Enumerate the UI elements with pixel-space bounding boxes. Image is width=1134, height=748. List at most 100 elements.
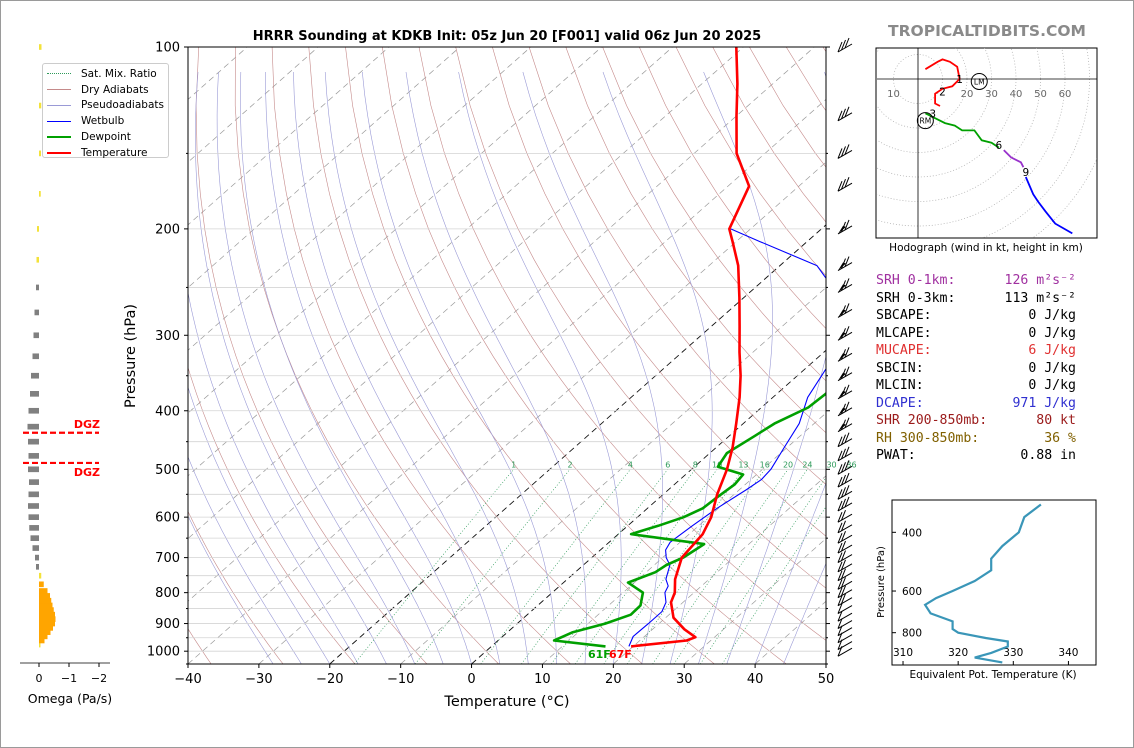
dry-adiabat [602,47,826,382]
hodograph-height-label: 2 [939,86,946,98]
hodograph-plot: 10 20 30 40 50 60 123 6 9 LM RM [877,48,1097,238]
legend-item-dewpoint: Dewpoint [47,129,164,145]
y-tick-label: 800 [155,586,180,601]
theta-tick-label: 320 [948,647,968,659]
omega-x-label: Omega (Pa/s) [28,691,112,706]
pseudoadiabat [188,456,302,664]
theta-y-tick-label: 800 [902,628,922,640]
wind-barb [837,417,853,433]
dry-adiabat [345,47,715,664]
omega-panel: 0 −1 −2 DGZ DGZ [20,44,110,685]
wind-barb [837,446,853,462]
parameter-row: RH 300-850mb: 36 % [876,430,1076,448]
wind-barb [837,603,853,614]
omega-bar [39,633,48,640]
wind-barb [837,632,853,644]
legend-item-dry-adiabats: Dry Adiabats [47,82,164,98]
mixing-ratio-line [626,469,765,664]
surface-dewpoint-label: 61F [588,648,611,661]
dry-adiabat [639,47,826,330]
mixing-ratio-line [480,469,631,664]
omega-bar [28,407,39,414]
omega-bar [39,637,45,644]
storm-motion-marker [970,72,988,90]
parameter-row: MUCAPE: 6 J/kg [876,342,1076,360]
parameter-label: SBCAPE: [876,308,932,323]
wind-barb [837,326,853,341]
parameter-label: RH 300-850mb: [876,430,980,446]
legend-label: Dewpoint [81,131,131,144]
wind-barb [837,520,853,534]
dry-adiabat [418,47,826,641]
omega-bar [36,284,39,291]
wind-barb [837,460,853,475]
wind-barb [837,646,853,657]
wind-barb [837,496,853,512]
mixing-ratio-line [721,506,826,664]
hodograph-frame [875,47,1098,239]
omega-bar [39,602,53,609]
wind-barb [837,177,853,192]
wind-barb [837,432,853,448]
wind-barb [837,530,853,544]
x-tick-label: 0 [467,672,475,687]
parameter-label: SRH 0-1km: [876,273,956,288]
legend-swatch [47,104,71,106]
omega-bar [39,616,56,622]
pseudoadiabat-lines [188,71,826,664]
dry-adiabat [528,47,826,485]
dry-adiabat [195,47,428,664]
theta-e-line [923,503,1042,664]
skewt-axes: −40 −30 −20 −10 0 10 20 30 40 50 100 200 300 400 500 60… [147,41,834,688]
parameter-label: SRH 0-3km: [876,290,956,306]
omega-bar [39,150,41,157]
pseudoadiabat [754,482,826,664]
pressure-gridlines [188,47,826,664]
wetbulb-line [628,228,826,647]
omega-bar [34,309,39,316]
parameter-value: 0 J/kg [1028,378,1076,393]
mixing-ratio-line [414,469,571,664]
mixing-ratio-label: 2 [567,460,572,469]
parameter-value: 0 J/kg [1028,325,1076,341]
mixing-ratio-label: 10 [712,460,722,469]
storm-motion-label: LM [974,77,985,86]
omega-bar [39,597,52,604]
omega-bar [30,535,39,541]
dry-adiabat-lines [188,47,826,664]
parameter-row: PWAT: 0.88 in [876,447,1076,465]
y-tick-label: 700 [155,551,180,566]
omega-bar [39,191,41,197]
y-tick-label: 900 [155,617,180,632]
mixing-ratio-label: 20 [783,460,793,469]
x-tick-label: 10 [534,672,551,687]
hodograph-ring-label: 50 [1034,89,1047,100]
parameter-row: SHR 200-850mb: 80 kt [876,412,1076,430]
theta-e-x-label: Equivalent Pot. Temperature (K) [909,669,1076,681]
mixing-ratio-label: 1 [511,460,516,469]
mixing-ratio-label: 4 [628,460,633,469]
isotherm-line [188,47,319,163]
pseudoadiabat [726,71,826,664]
dry-adiabat [188,366,356,664]
omega-bar [30,391,39,397]
mixing-ratio-lines [354,469,826,664]
parameter-label: PWAT: [876,448,916,463]
wind-barb [837,303,853,318]
wind-barb [837,278,853,293]
dry-adiabat [565,47,826,434]
pseudoadiabat [293,71,501,664]
mixing-ratio-line [521,469,669,664]
temperature-line [630,47,751,648]
x-tick-label: 50 [818,672,835,687]
hodograph-ring-label: 20 [961,89,974,100]
hodograph-height-label: 3 [929,108,936,120]
omega-bar [29,479,39,485]
dry-adiabat [492,47,826,537]
wind-barb [837,37,853,53]
pseudoadiabat [698,71,773,664]
x-tick-label: −20 [316,672,343,687]
legend-label: Dry Adiabats [81,83,149,96]
pseudoadiabat [216,71,416,664]
hodograph-ring-label: 60 [1059,89,1072,100]
